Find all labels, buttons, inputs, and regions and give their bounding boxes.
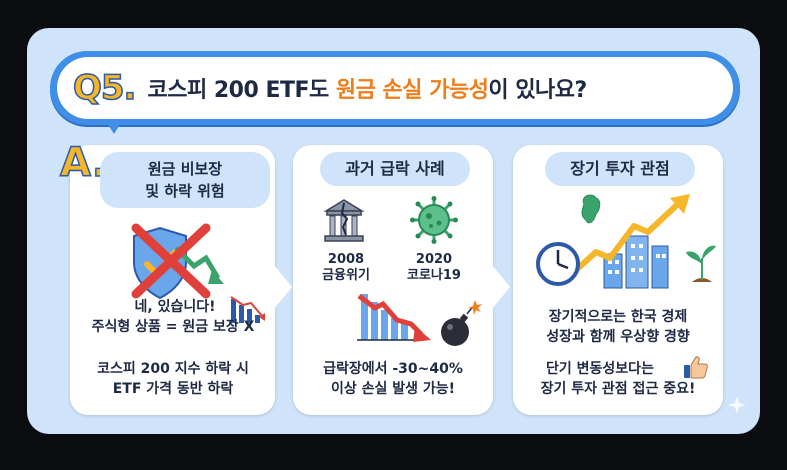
bank-building-icon	[323, 199, 365, 242]
panel1-title: 원금 비보장 및 하락 위험	[100, 152, 270, 208]
event1-name: 금융위기	[322, 268, 370, 283]
crash-chart-icon	[357, 294, 482, 346]
panel1-body-line3: 코스피 200 지수 하락 시	[97, 361, 249, 377]
thumbs-up-icon	[684, 356, 708, 379]
panel2-body-line1: 급락장에서 -30~40%	[323, 361, 463, 377]
event1-year: 2008	[327, 252, 365, 267]
falling-bar-chart-icon	[230, 296, 265, 323]
question-box: Q5. 코스피 200 ETF도 원금 손실 가능성이 있나요?	[57, 57, 733, 119]
question-text-highlight: 원금 손실 가능성	[335, 78, 489, 103]
panel2-title: 과거 급락 사례	[320, 152, 470, 186]
panel3-body-line1: 장기적으로는 한국 경제	[548, 309, 688, 325]
panel3-body-line2: 성장과 함께 우상향 경향	[546, 329, 690, 345]
question-text-before: 코스피 200 ETF도	[147, 78, 336, 103]
panel-arrow-1	[274, 265, 292, 309]
question-text-after: 이 있나요?	[488, 78, 587, 103]
question-label: Q5.	[72, 67, 137, 109]
panel-past-crashes	[293, 145, 493, 415]
panel1-title-line1: 원금 비보장	[147, 160, 223, 178]
shield-cross-icon	[131, 223, 224, 300]
sparkle-icon	[728, 396, 746, 414]
panel3-body-line3: 단기 변동성보다는	[546, 361, 654, 377]
panel1-body-line1: 네, 있습니다!	[134, 299, 216, 315]
event2-name: 코로나19	[407, 268, 461, 283]
panel-arrow-2	[492, 265, 510, 309]
panel3-title: 장기 투자 관점	[545, 152, 695, 186]
panel3-body-line4: 장기 투자 관점 접근 중요!	[540, 381, 696, 397]
virus-icon	[410, 196, 458, 244]
panel1-body-line2: 주식형 상품 = 원금 보장 X	[91, 319, 255, 335]
growth-chart-icon	[536, 194, 716, 289]
question-text: 코스피 200 ETF도 원금 손실 가능성이 있나요?	[147, 72, 587, 104]
panel1-title-line2: 및 하락 위험	[145, 182, 225, 200]
panel1-body-line4: ETF 가격 동반 하락	[112, 381, 234, 397]
background-title-hint	[230, 6, 530, 20]
background-footer-hint	[25, 446, 225, 460]
answer-label: A.	[59, 139, 107, 187]
event2-year: 2020	[415, 252, 453, 267]
panel2-body-line2: 이상 손실 발생 가능!	[330, 381, 456, 397]
